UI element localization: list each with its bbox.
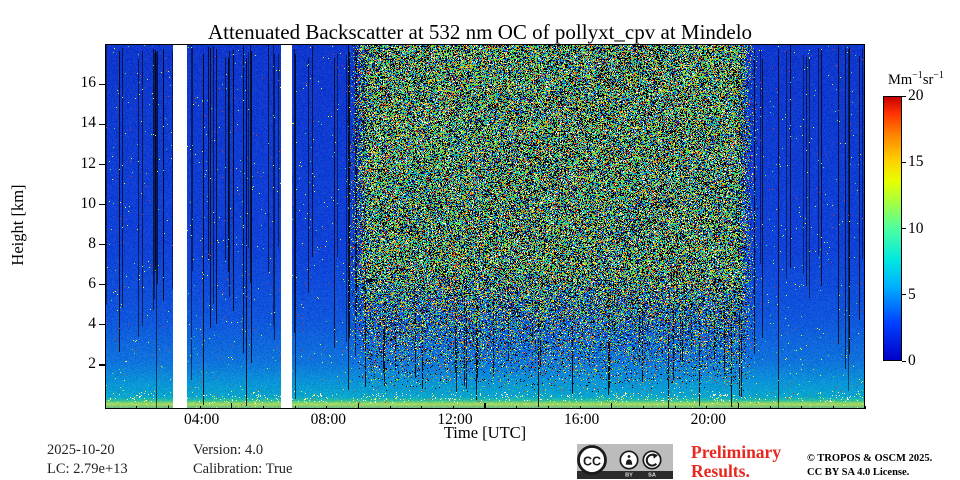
svg-text:Results.: Results. bbox=[691, 461, 750, 480]
svg-text:BY: BY bbox=[625, 473, 633, 479]
svg-text:SA: SA bbox=[648, 473, 656, 479]
svg-text:Preliminary: Preliminary bbox=[691, 442, 781, 462]
svg-text:CC: CC bbox=[583, 454, 601, 468]
